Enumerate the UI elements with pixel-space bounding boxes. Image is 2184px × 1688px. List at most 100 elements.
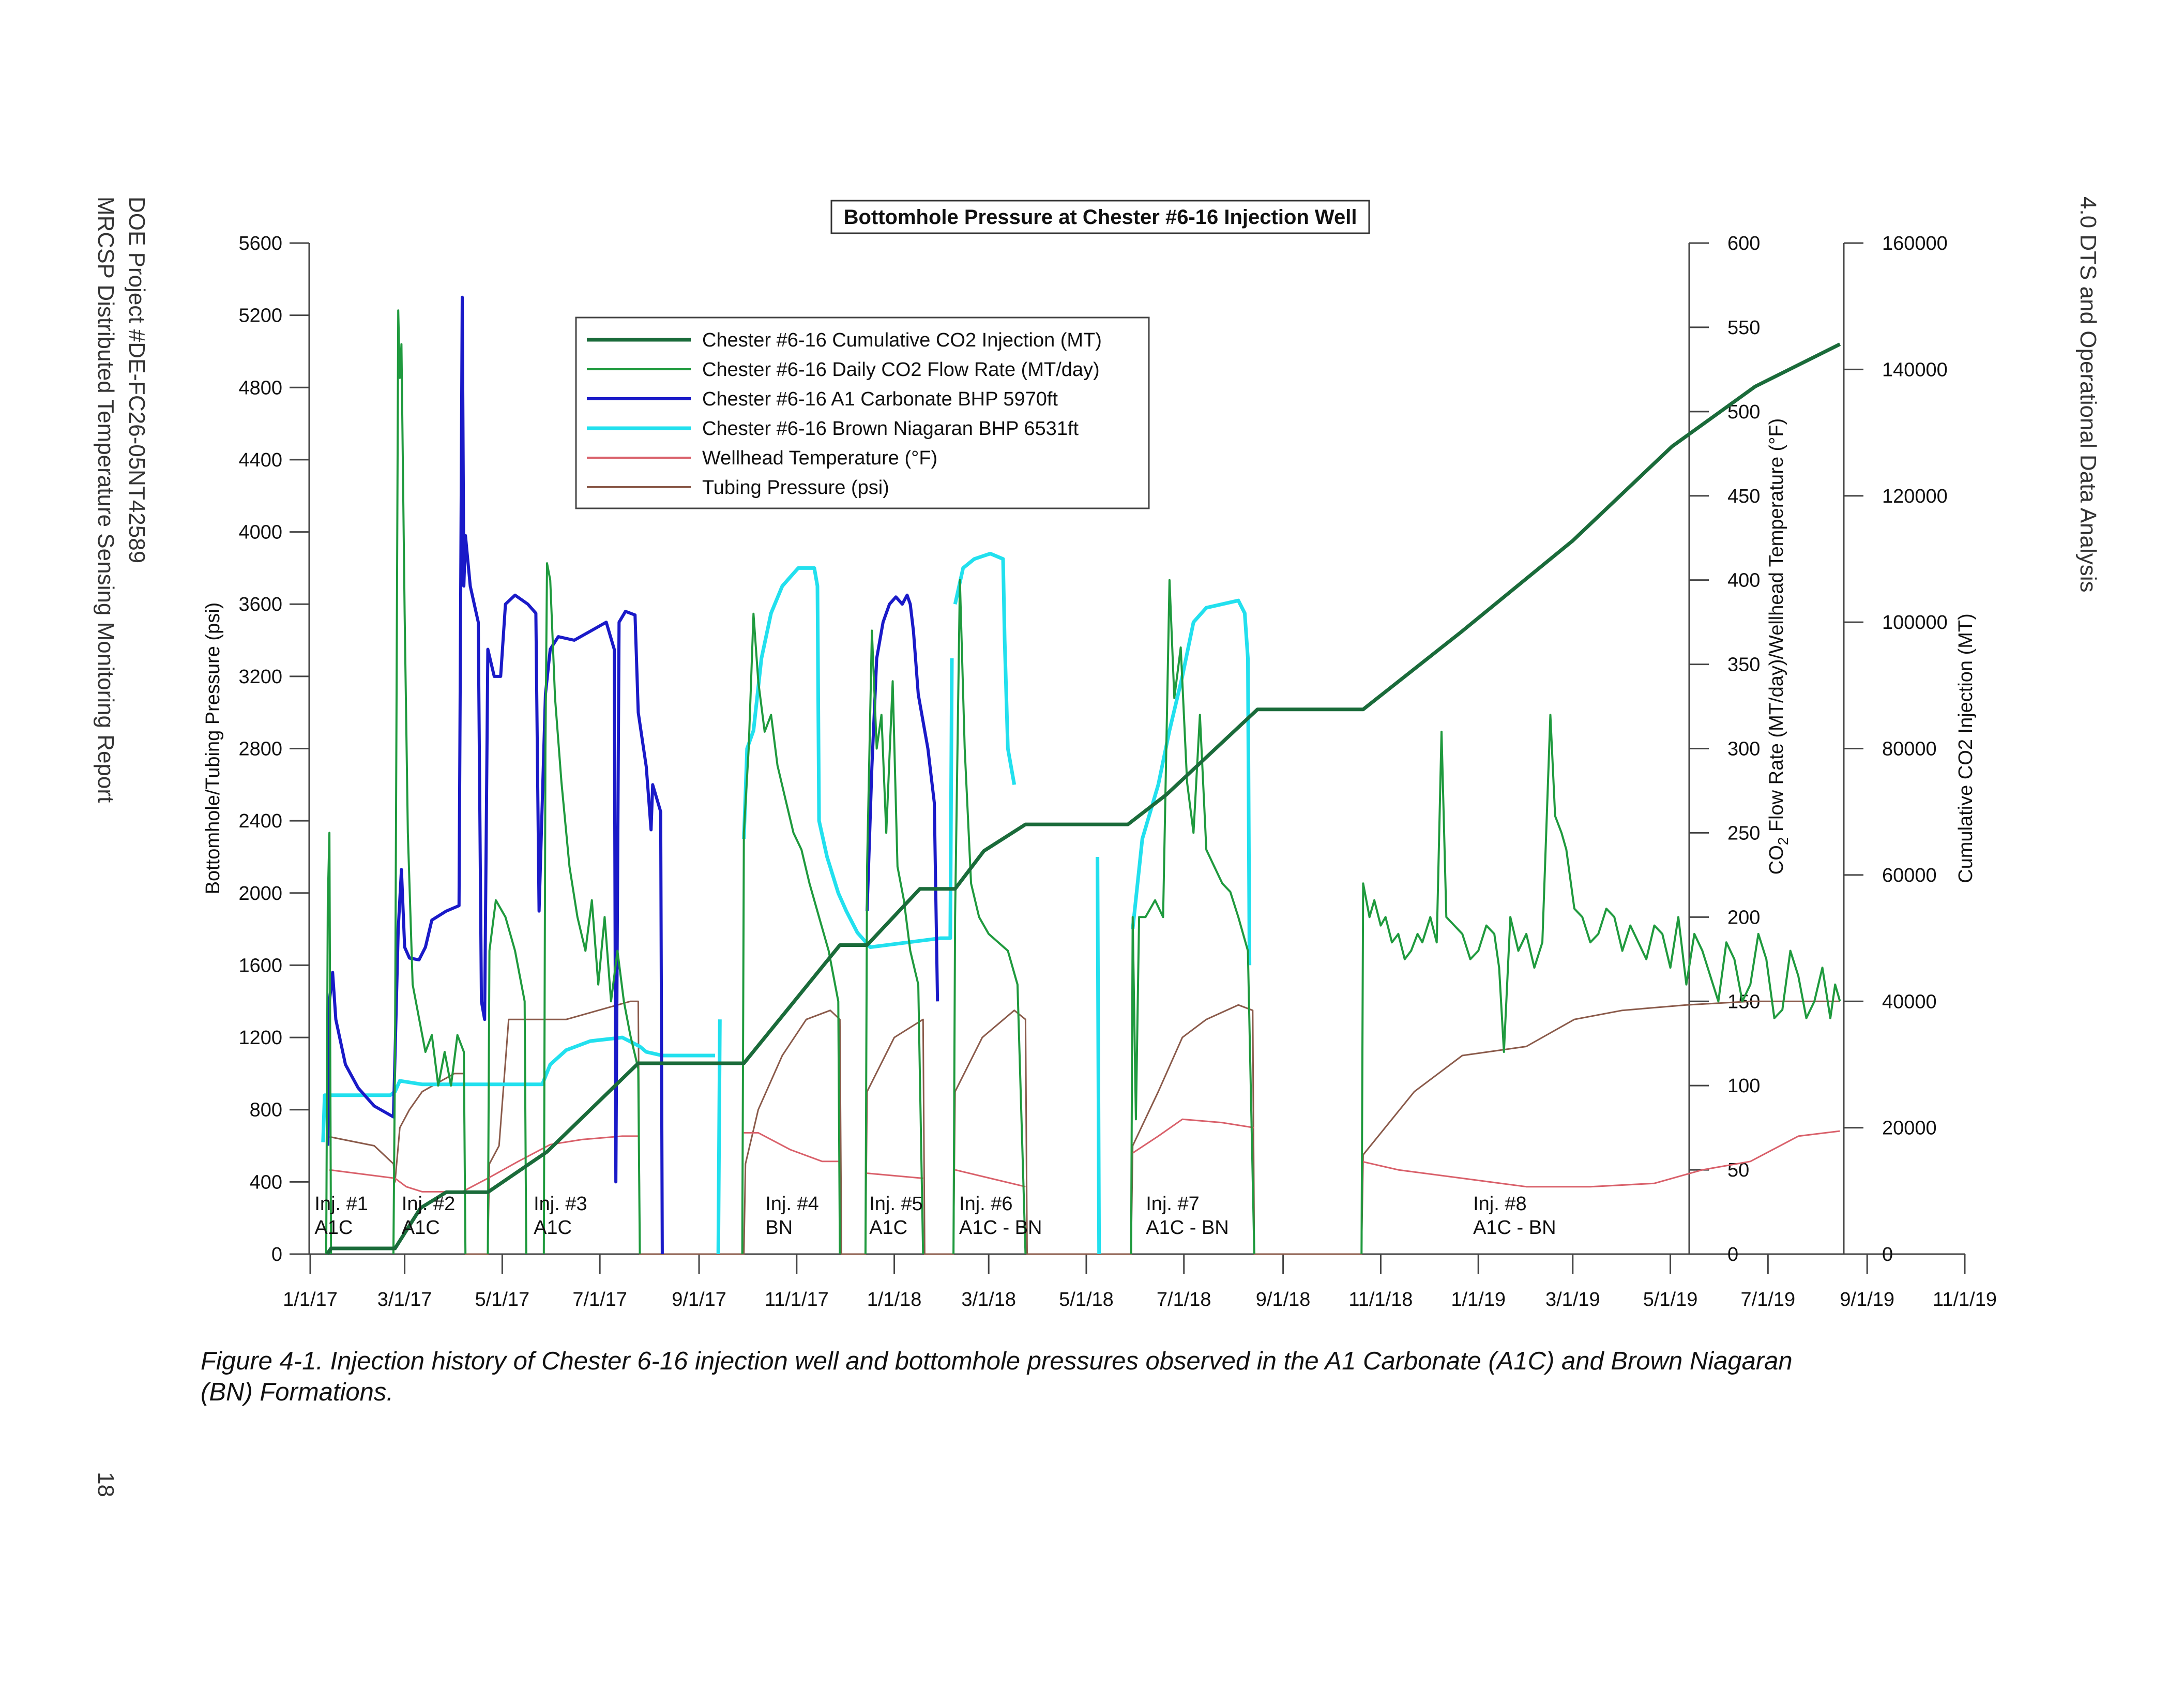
- header-left-project: DOE Project #DE-FC26-05NT42589: [124, 197, 149, 563]
- right1-tick-label: 100: [1727, 1075, 1760, 1097]
- right1-tick-label: 600: [1727, 233, 1760, 254]
- page-number: 18: [93, 1472, 118, 1497]
- right1-tick-label: 0: [1727, 1244, 1738, 1265]
- right1-title-pre: CO: [1766, 845, 1787, 875]
- series-line-1: [325, 342, 1841, 1256]
- chart-title: Bottomhole Pressure at Chester #6-16 Inj…: [844, 206, 1357, 229]
- header-right-section: 4.0 DTS and Operational Data Analysis: [2075, 197, 2101, 593]
- title-box: [830, 200, 1370, 234]
- injection-label: Inj. #8: [1473, 1193, 1527, 1215]
- header-left-report: MRCSP Distributed Temperature Sensing Mo…: [93, 197, 118, 803]
- injection-formation: A1C: [534, 1217, 572, 1239]
- right2-tick-label: 60000: [1882, 865, 1937, 886]
- injection-formation: A1C - BN: [1146, 1217, 1228, 1239]
- injection-formation: A1C: [402, 1217, 440, 1239]
- legend: Chester #6-16 Cumulative CO2 Injection (…: [575, 317, 1150, 509]
- right2-tick-label: 80000: [1882, 739, 1937, 760]
- x-tick-label: 9/1/17: [672, 1289, 726, 1310]
- right1-tick-label: 200: [1727, 907, 1760, 928]
- right1-tick-label: 550: [1727, 317, 1760, 339]
- left-tick-label: 1200: [238, 1027, 282, 1049]
- injection-label: Inj. #1: [314, 1193, 368, 1215]
- injection-formation: A1C - BN: [1473, 1217, 1556, 1239]
- right2-axis-title: Cumulative CO2 Injection (MT): [1955, 613, 1977, 883]
- right1-axis-title: CO2 Flow Rate (MT/day)/Wellhead Temperat…: [1766, 418, 1791, 875]
- injection-label: Inj. #3: [534, 1193, 587, 1215]
- injection-formation: BN: [765, 1217, 793, 1239]
- series-line-2: [325, 309, 1841, 1255]
- right2-tick-label: 160000: [1882, 233, 1948, 254]
- left-tick-label: 400: [250, 1171, 282, 1193]
- right1-tick-label: 400: [1727, 570, 1760, 592]
- x-tick-label: 3/1/18: [961, 1289, 1016, 1310]
- series-line-5: [329, 1118, 1840, 1193]
- x-tick-label: 1/1/17: [283, 1289, 338, 1310]
- injection-label: Inj. #2: [402, 1193, 456, 1215]
- left-tick-label: 2000: [238, 883, 282, 905]
- injection-formation: A1C: [869, 1217, 907, 1239]
- x-tick-label: 7/1/18: [1157, 1289, 1211, 1310]
- x-tick-label: 11/1/18: [1348, 1289, 1413, 1310]
- figure-caption-line1: Figure 4-1. Injection history of Chester…: [201, 1347, 1793, 1375]
- x-tick-label: 9/1/18: [1256, 1289, 1311, 1310]
- injection-label: Inj. #7: [1146, 1193, 1200, 1215]
- left-tick-label: 5600: [238, 233, 282, 254]
- legend-label: Chester #6-16 Brown Niagaran BHP 6531ft: [702, 418, 1079, 440]
- left-tick-label: 5200: [238, 305, 282, 327]
- right1-tick-label: 250: [1727, 822, 1760, 844]
- x-tick-label: 5/1/18: [1059, 1289, 1114, 1310]
- legend-label: Chester #6-16 A1 Carbonate BHP 5970ft: [702, 388, 1058, 410]
- injection-formation: A1C: [314, 1217, 353, 1239]
- legend-label: Wellhead Temperature (°F): [702, 447, 937, 469]
- left-tick-label: 2400: [238, 810, 282, 832]
- x-tick-label: 5/1/17: [475, 1289, 530, 1310]
- left-tick-label: 4000: [238, 522, 282, 544]
- x-tick-label: 1/1/19: [1451, 1289, 1506, 1310]
- injection-label: Inj. #4: [765, 1193, 819, 1215]
- x-tick-label: 3/1/19: [1545, 1289, 1600, 1310]
- series-line-4: [321, 552, 1252, 1255]
- left-axis-title: Bottomhole/Tubing Pressure (psi): [202, 602, 224, 895]
- x-tick-label: 7/1/17: [572, 1289, 627, 1310]
- right1-tick-label: 500: [1727, 401, 1760, 423]
- x-tick-label: 7/1/19: [1741, 1289, 1796, 1310]
- left-tick-label: 3600: [238, 594, 282, 615]
- axes: 0400800120016002000240028003200360040004…: [238, 233, 1997, 1310]
- right2-tick-label: 120000: [1882, 486, 1948, 507]
- left-tick-label: 4400: [238, 449, 282, 471]
- left-tick-label: 0: [271, 1244, 282, 1265]
- legend-label: Chester #6-16 Cumulative CO2 Injection (…: [702, 329, 1102, 351]
- injection-label: Inj. #5: [869, 1193, 923, 1215]
- right1-title-sub: 2: [1775, 837, 1791, 846]
- legend-box: [575, 317, 1150, 509]
- x-tick-label: 5/1/19: [1643, 1289, 1698, 1310]
- right2-tick-label: 0: [1882, 1244, 1893, 1265]
- x-tick-label: 3/1/17: [377, 1289, 432, 1310]
- left-tick-label: 3200: [238, 666, 282, 688]
- x-tick-label: 1/1/18: [867, 1289, 922, 1310]
- injection-formation: A1C - BN: [959, 1217, 1042, 1239]
- legend-label: Tubing Pressure (psi): [702, 477, 889, 499]
- legend-label: Chester #6-16 Daily CO2 Flow Rate (MT/da…: [702, 359, 1100, 381]
- series-line-6: [329, 1000, 1840, 1255]
- injection-label: Inj. #6: [959, 1193, 1013, 1215]
- right1-tick-label: 300: [1727, 739, 1760, 760]
- x-tick-label: 9/1/19: [1840, 1289, 1894, 1310]
- series-lines: [321, 295, 1841, 1256]
- right2-tick-label: 100000: [1882, 612, 1948, 634]
- right2-tick-label: 40000: [1882, 991, 1937, 1013]
- x-tick-label: 11/1/19: [1933, 1289, 1997, 1310]
- left-tick-label: 2800: [238, 739, 282, 760]
- left-tick-label: 800: [250, 1099, 282, 1121]
- right1-tick-label: 350: [1727, 654, 1760, 676]
- left-tick-label: 4800: [238, 377, 282, 399]
- x-tick-label: 11/1/17: [765, 1289, 829, 1310]
- right1-title-post: Flow Rate (MT/day)/Wellhead Temperature …: [1766, 418, 1787, 837]
- right1-tick-label: 450: [1727, 486, 1760, 507]
- right2-tick-label: 140000: [1882, 359, 1948, 381]
- left-tick-label: 1600: [238, 955, 282, 976]
- figure-caption-line2: (BN) Formations.: [201, 1378, 393, 1406]
- right2-tick-label: 20000: [1882, 1118, 1937, 1139]
